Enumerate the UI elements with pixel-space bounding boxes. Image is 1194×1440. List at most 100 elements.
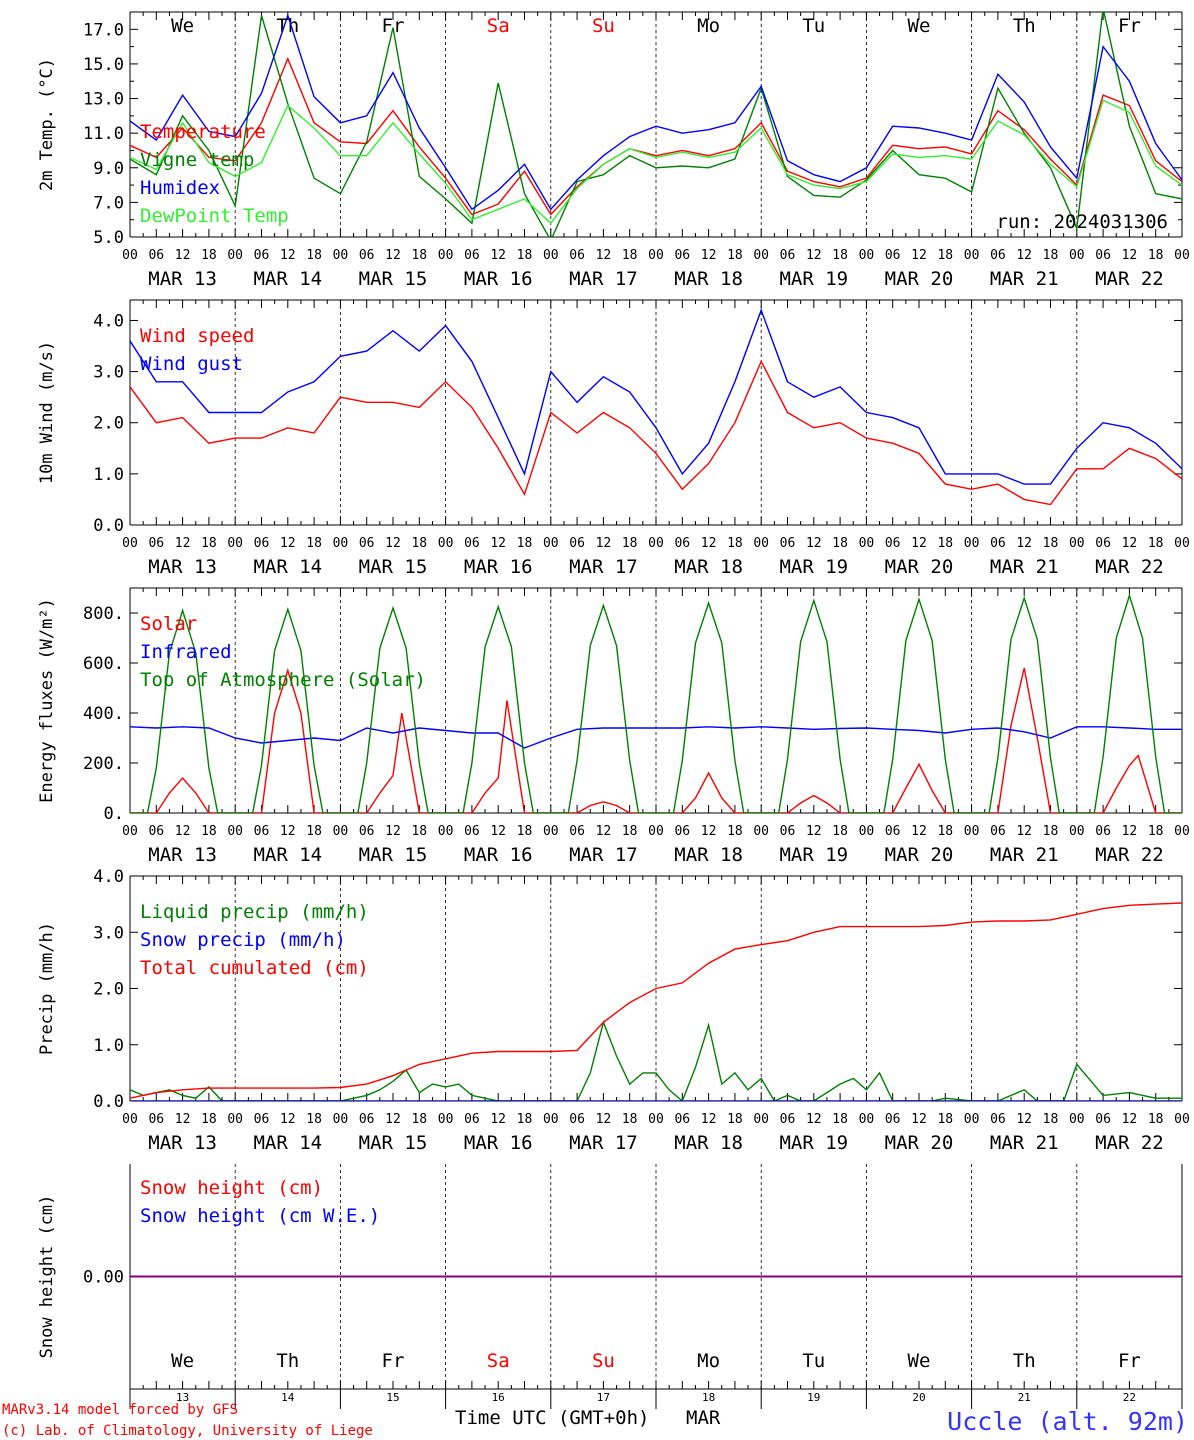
day-number-label: 22 (1123, 1391, 1136, 1404)
weekday-label: Sa (487, 15, 510, 37)
y-tick-label: 13.0 (83, 90, 124, 110)
hour-tick-label: 18 (306, 248, 322, 263)
hour-tick-label: 06 (674, 248, 690, 263)
hour-tick-label: 06 (990, 1112, 1006, 1127)
hour-tick-label: 18 (517, 824, 533, 839)
date-label: MAR 20 (885, 1132, 954, 1154)
hour-tick-label: 12 (911, 824, 927, 839)
hour-tick-label: 00 (1069, 824, 1085, 839)
hour-tick-label: 18 (517, 536, 533, 551)
legend-entry: Total cumulated (cm) (140, 957, 369, 979)
hour-tick-label: 06 (674, 824, 690, 839)
hour-tick-label: 00 (333, 1112, 349, 1127)
hour-tick-label: 06 (1095, 536, 1111, 551)
y-tick-label: 0. (104, 804, 124, 824)
hour-tick-label: 18 (411, 248, 427, 263)
hour-tick-label: 00 (753, 824, 769, 839)
weekday-label: Fr (382, 1350, 405, 1372)
hour-tick-label: 18 (201, 1112, 217, 1127)
date-label: MAR 20 (885, 556, 954, 578)
hour-tick-label: 00 (964, 1112, 980, 1127)
date-label: MAR 16 (464, 844, 533, 866)
date-label: MAR 19 (779, 1132, 848, 1154)
weekday-label: Fr (382, 15, 405, 37)
date-label: MAR 16 (464, 556, 533, 578)
hour-tick-label: 00 (964, 248, 980, 263)
date-label: MAR 21 (990, 268, 1059, 290)
weekday-label: Su (592, 1350, 615, 1372)
hour-tick-label: 06 (359, 248, 375, 263)
weekday-label: Th (276, 1350, 299, 1372)
hour-tick-label: 18 (201, 824, 217, 839)
hour-tick-label: 18 (306, 1112, 322, 1127)
hour-tick-label: 18 (727, 824, 743, 839)
hour-tick-label: 12 (596, 536, 612, 551)
hour-tick-label: 18 (411, 824, 427, 839)
hour-tick-label: 12 (1016, 536, 1032, 551)
hour-tick-label: 18 (727, 536, 743, 551)
series-group (130, 593, 1182, 813)
hour-tick-label: 06 (569, 1112, 585, 1127)
date-label: MAR 22 (1095, 844, 1164, 866)
panel-2: 0.0 1.0 2.0 3.0 4.0 10m Wind (m/s) 00 06 12 18 MAR… (37, 299, 1190, 578)
hour-tick-label: 12 (280, 1112, 296, 1127)
series-line (130, 667, 1182, 813)
hour-tick-label: 12 (490, 824, 506, 839)
date-label: MAR 21 (990, 556, 1059, 578)
hour-tick-label: 18 (832, 1112, 848, 1127)
series-line (130, 1020, 1182, 1101)
hour-tick-label: 00 (1174, 536, 1190, 551)
day-number-label: 18 (702, 1391, 715, 1404)
hour-tick-label: 12 (806, 248, 822, 263)
y-axis-title: 10m Wind (m/s) (37, 341, 57, 484)
hour-tick-label: 00 (753, 536, 769, 551)
series-group (130, 308, 1182, 506)
y-tick-label: 11.0 (83, 124, 124, 144)
hour-tick-label: 00 (648, 824, 664, 839)
hour-tick-label: 00 (122, 1112, 138, 1127)
hour-tick-label: 18 (1043, 1112, 1059, 1127)
series-line (130, 726, 1182, 749)
hour-tick-label: 12 (280, 248, 296, 263)
hour-tick-label: 12 (280, 824, 296, 839)
hour-tick-label: 00 (333, 536, 349, 551)
series-line (130, 902, 1182, 1099)
legend-entry: Infrared (140, 641, 232, 663)
hour-tick-label: 18 (937, 1112, 953, 1127)
hour-tick-label: 12 (1122, 824, 1138, 839)
day-number-label: 15 (386, 1391, 399, 1404)
hour-tick-label: 12 (596, 824, 612, 839)
hour-tick-label: 12 (1122, 1112, 1138, 1127)
y-tick-label: 200. (83, 754, 124, 774)
day-number-label: 13 (176, 1391, 189, 1404)
date-label: MAR 19 (779, 556, 848, 578)
weekday-label: We (908, 1350, 931, 1372)
date-label: MAR 18 (674, 268, 743, 290)
hour-tick-label: 00 (227, 536, 243, 551)
date-label: MAR 13 (148, 1132, 217, 1154)
y-tick-label: 2.0 (93, 414, 124, 434)
hour-tick-label: 18 (201, 536, 217, 551)
weekday-label: Th (1013, 15, 1036, 37)
date-label: MAR 13 (148, 844, 217, 866)
hour-tick-label: 12 (806, 1112, 822, 1127)
hour-tick-label: 18 (201, 248, 217, 263)
hour-tick-label: 12 (596, 248, 612, 263)
hour-tick-label: 12 (911, 536, 927, 551)
hour-tick-label: 06 (359, 824, 375, 839)
series-line (130, 308, 1182, 485)
hour-tick-label: 18 (1148, 1112, 1164, 1127)
y-tick-label: 15.0 (83, 55, 124, 75)
hour-tick-label: 18 (727, 248, 743, 263)
weekday-label: We (171, 1350, 194, 1372)
hour-tick-label: 18 (832, 248, 848, 263)
weekday-label: Fr (1118, 1350, 1141, 1372)
hour-tick-label: 00 (859, 824, 875, 839)
weekday-label: Mo (697, 1350, 720, 1372)
hour-tick-label: 06 (569, 536, 585, 551)
hour-tick-label: 00 (227, 1112, 243, 1127)
hour-tick-label: 06 (885, 536, 901, 551)
y-axis-title: Precip (mm/h) (37, 922, 57, 1055)
hour-tick-label: 12 (1016, 248, 1032, 263)
y-tick-label: 4.0 (93, 867, 124, 887)
